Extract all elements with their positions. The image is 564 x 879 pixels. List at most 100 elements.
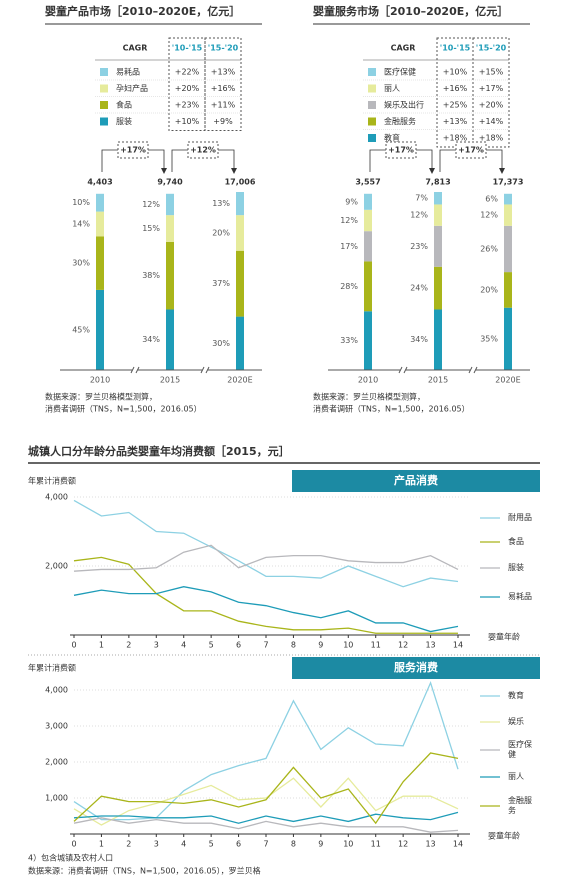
total-label: 4,403 [87,178,112,187]
line [73,586,459,633]
bar-segment [434,192,442,205]
x-tick-label: 2020E [227,376,252,385]
legend-label: 易耗品 [508,592,532,601]
cagr-value: +14% [479,117,504,126]
value-label: 35% [480,334,498,343]
x-tick-label: 1 [99,641,104,650]
value-label: 14% [72,220,90,229]
x-tick-label: 5 [209,641,214,650]
value-label: 10% [72,198,90,207]
line [73,680,459,821]
value-label: 23% [410,242,428,251]
value-label: 15% [142,224,160,233]
line [73,777,459,826]
x-tick-label: 10 [343,641,353,650]
bar-segment [434,309,442,370]
y-tick-label: 2,000 [45,758,68,767]
legend-label-box: 娱乐 [508,711,548,733]
legend-label: 金融服务 [508,796,532,815]
legend-swatch [100,68,108,76]
cagr-value: +15% [479,68,504,77]
value-label: 34% [142,335,160,344]
growth-label: +17% [120,146,146,155]
y-tick-label: 2,000 [45,562,68,571]
y-tick-label: 1,000 [45,794,68,803]
value-label: 38% [142,271,160,280]
cagr-value: +25% [443,101,468,110]
total-label: 9,740 [157,178,183,187]
column-box [168,37,206,131]
value-label: 28% [340,282,358,291]
x-tick-label: 2015 [160,376,180,385]
legend-swatch [368,84,376,93]
legend-item: 娱乐 [508,711,548,733]
bar-segment [96,236,104,290]
bar-segment [434,266,442,310]
x-tick-label: 1 [99,840,104,849]
legend-label: 易耗品 [116,68,140,77]
x-tick-label: 12 [398,840,408,849]
cagr-value: +18% [443,134,468,143]
column-box [472,37,510,148]
axis-break [200,366,205,374]
legend-item: 丽人 [508,772,524,781]
legend-item: 耐用品 [508,513,532,522]
x-tick-label: 6 [236,641,241,650]
source-note: 数据来源：罗兰贝格模型测算， [45,392,157,402]
legend-swatch [368,117,376,126]
value-label: 12% [340,216,358,225]
growth-label: +17% [458,146,484,155]
x-tick-label: 11 [371,641,381,650]
x-tick-label: 12 [398,641,408,650]
x-tick-label: 5 [209,840,214,849]
table-header: '10-'15 [440,44,471,53]
panel-title: 产品消费 [394,473,438,487]
panel-title: 服务消费 [394,660,438,674]
x-tick-label: 0 [71,641,76,650]
legend-label: 医疗保健 [384,67,416,77]
cagr-value: +13% [443,117,468,126]
axis-break [403,366,408,374]
bar-segment [364,193,372,210]
cagr-value: +18% [479,134,504,143]
total-label: 3,557 [355,178,380,187]
bar-segment [166,215,174,242]
source-note: 消费者调研（TNS，N=1,500，2016.05） [45,404,202,414]
arrow-head [429,168,435,174]
cagr-value: +17% [479,84,504,93]
total-label: 7,813 [425,178,450,187]
x-tick-label: 13 [425,641,435,650]
table-header: '10-'15 [172,44,203,53]
chart-title: 婴童服务市场［2010–2020E，亿元］ [313,4,508,18]
legend-swatch [368,68,376,76]
x-tick-label: 3 [154,641,159,650]
legend-item: 食品 [508,537,524,546]
x-tick-label: 6 [236,840,241,849]
axis-break-gap [470,367,476,373]
value-label: 45% [72,325,90,334]
legend-label: 服装 [508,563,524,572]
x-tick-label: 2 [126,840,131,849]
axis-break-gap [202,367,208,373]
bar-segment [504,204,512,226]
bar-segment [236,192,244,216]
panel-header [292,657,540,679]
value-label: 17% [340,242,358,251]
x-tick-label: 11 [371,840,381,849]
growth-box [117,141,149,159]
x-axis-label: 婴童年龄 [488,632,520,642]
legend-item: 易耗品 [508,592,532,601]
x-tick-label: 14 [453,641,463,650]
legend-label: 耐用品 [508,513,532,522]
total-label: 17,006 [225,178,256,187]
legend-label-box: 教育 [508,685,548,707]
column-box [204,37,242,131]
axis-break [473,366,478,374]
bar-segment [504,307,512,370]
table-header: CAGR [123,44,148,53]
value-label: 12% [480,211,498,220]
legend-label: 食品 [508,537,524,546]
bar-segment [236,250,244,317]
bar-segment [504,225,512,273]
legend-label: 教育 [384,133,400,143]
